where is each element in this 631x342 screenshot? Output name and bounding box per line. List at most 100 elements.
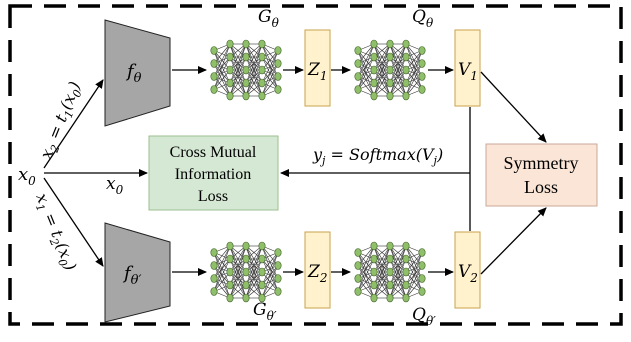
network-node [402,267,410,277]
network-edge [229,43,247,84]
network-node [386,280,394,290]
network-edge [245,245,263,299]
network-node [354,261,362,270]
network-edge [357,258,375,292]
predictor-top-label: Qθ [412,7,434,30]
network-edge [229,43,247,71]
network-node [210,59,218,68]
branch-bottom-label: x1 = t2(x0) [30,190,81,274]
network-node [402,39,410,49]
network-node [354,46,362,55]
symmetry-loss-line1: Symmetry [504,153,579,173]
projector-top-network [210,39,282,101]
network-node [226,254,234,264]
network-node [386,267,394,277]
symmetry-loss-line2: Loss [524,177,558,197]
z-top-box [304,29,331,107]
network-node [386,91,394,101]
network-edge [373,245,391,273]
network-node [226,91,234,101]
network-edge [389,245,407,273]
network-node [274,72,282,81]
network-node [402,241,410,251]
network-edge [229,258,247,299]
network-node [354,274,362,283]
middle-arrow-label: x0 [106,174,124,197]
arrow-input-to-bottom-encoder [43,177,104,267]
network-node [354,59,362,68]
predictor-bottom-network [354,241,426,303]
network-edge [245,43,263,71]
network-edge [389,258,407,299]
network-node [242,241,250,251]
network-node [418,85,426,94]
network-node [274,274,282,283]
network-node [258,52,266,62]
network-edge [229,69,247,97]
network-node [258,254,266,264]
network-node [210,72,218,81]
network-node [402,65,410,75]
network-edge [245,69,263,97]
network-edge [373,245,391,286]
network-edge [405,265,423,299]
network-node [274,85,282,94]
network-edge [389,56,407,97]
network-node [354,85,362,94]
network-node [386,241,394,251]
network-node [242,91,250,101]
network-edge [389,271,407,299]
network-edge [245,43,263,97]
network-node [258,267,266,277]
network-edge [405,50,423,84]
network-node [354,72,362,81]
v-bottom-box [454,231,481,309]
z-top-label: Z1 [307,60,327,83]
network-edge [373,43,391,71]
network-edge [261,50,279,97]
network-edge [389,43,407,84]
network-node [226,39,234,49]
z-bottom-label: Z2 [307,262,327,285]
symmetry-loss-box [485,143,598,207]
network-edge [405,50,423,71]
network-node [210,85,218,94]
network-node [242,280,250,290]
network-edge [389,43,407,71]
encoder-top-trapezoid [104,19,171,127]
network-node [418,287,426,296]
network-node [418,248,426,257]
network-node [242,52,250,62]
network-node [258,78,266,88]
network-node [402,52,410,62]
network-edge [213,245,231,266]
v-bottom-label: V2 [458,262,478,285]
network-node [386,52,394,62]
network-node [242,78,250,88]
network-edge [357,271,375,292]
z-bottom-box [304,231,331,309]
network-node [386,39,394,49]
network-edge [213,43,231,64]
network-node [370,241,378,251]
network-node [242,267,250,277]
network-node [418,261,426,270]
input-label: x0 [18,164,36,188]
projector-bottom-label: Gθ′ [253,300,277,323]
network-edge [373,271,391,299]
cmi-loss-line1: Cross Mutual [170,144,257,161]
network-edge [213,258,231,292]
network-edge [357,245,375,266]
network-edge [389,43,407,97]
network-edge [229,43,247,97]
network-edge [229,56,247,97]
network-edge [261,50,279,71]
network-edge [213,43,231,77]
network-node [370,65,378,75]
network-node [210,46,218,55]
network-edge [357,245,375,279]
network-node [274,248,282,257]
network-node [274,59,282,68]
